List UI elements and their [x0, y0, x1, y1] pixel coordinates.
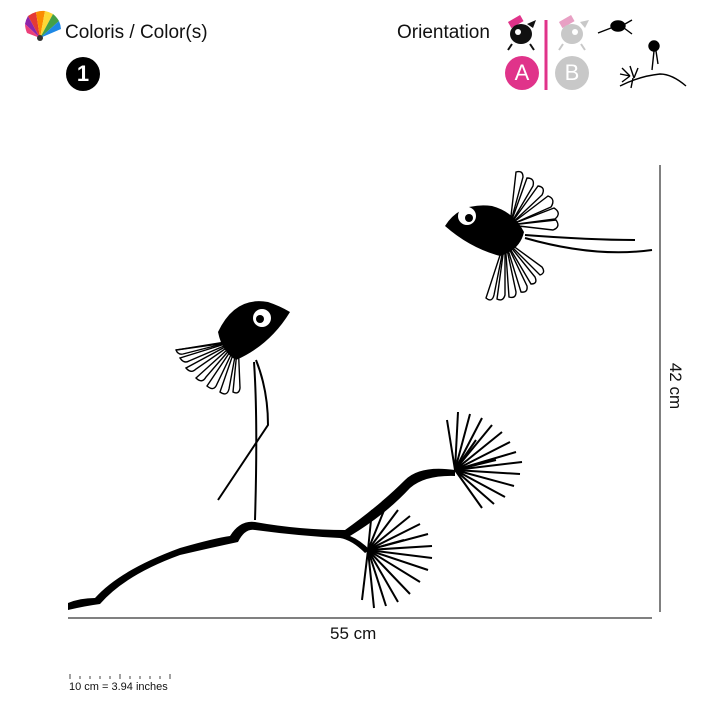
orientation-option-a-label: A — [514, 60, 530, 85]
scale-label: 10 cm = 3.94 inches — [69, 681, 168, 693]
pine-tuft-lower — [361, 507, 433, 609]
bird-mirror-b-icon[interactable] — [558, 15, 589, 51]
color-count-badge: 1 — [66, 57, 100, 91]
height-dimension-label: 42 cm — [666, 362, 686, 410]
perched-bird — [175, 301, 290, 521]
pine-tuft-upper — [446, 411, 523, 509]
bird-mirror-a-icon[interactable] — [507, 15, 536, 51]
flying-bird — [445, 170, 653, 301]
colors-label: Coloris / Color(s) — [65, 22, 208, 43]
preview-thumbnail — [597, 19, 687, 89]
width-dimension-label: 55 cm — [330, 624, 377, 643]
color-fan-icon — [25, 10, 61, 41]
orientation-label: Orientation — [397, 22, 490, 43]
orientation-option-b[interactable]: B — [555, 56, 589, 90]
branch — [68, 468, 455, 610]
orientation-option-a[interactable]: A — [505, 56, 539, 90]
scale-ruler — [69, 674, 171, 679]
orientation-option-b-label: B — [564, 60, 580, 85]
